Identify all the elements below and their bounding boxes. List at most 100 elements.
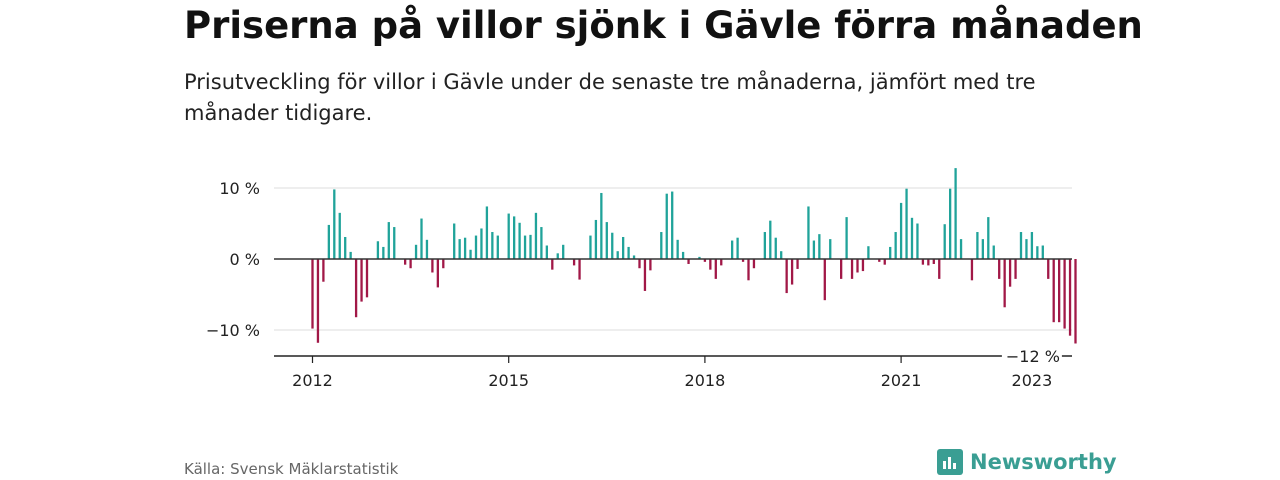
bar-positive (698, 256, 701, 259)
newsworthy-logo-icon (937, 449, 963, 475)
annotation-background (1001, 348, 1062, 364)
bar-negative (714, 259, 717, 279)
bar-positive (376, 241, 380, 259)
bar-negative (404, 259, 407, 265)
bar-negative (643, 259, 647, 291)
bar-positive (954, 168, 957, 259)
bar-positive (899, 202, 903, 259)
bar-negative (1014, 259, 1017, 279)
bar-positive (992, 245, 995, 259)
bar-negative (861, 259, 865, 272)
bar-negative (856, 259, 859, 273)
bar-negative (1074, 259, 1077, 344)
bar-positive (905, 188, 908, 259)
bar-positive (916, 223, 919, 259)
bar-negative (354, 259, 358, 318)
bar-negative (850, 259, 854, 279)
bar-positive (600, 192, 603, 259)
bar-positive (534, 212, 538, 259)
bar-positive (349, 251, 352, 259)
bar-positive (949, 188, 952, 259)
bar-positive (807, 206, 810, 259)
bar-negative (932, 259, 935, 264)
bar-positive (665, 193, 668, 259)
y-tick-label: 10 % (219, 179, 260, 198)
bar-positive (589, 235, 592, 259)
bar-positive (616, 251, 619, 259)
bar-positive (529, 234, 532, 259)
y-tick-label: 0 % (230, 250, 260, 269)
bar-positive (671, 191, 674, 259)
bar-positive (780, 251, 783, 259)
newsworthy-logo: Newsworthy (937, 449, 1117, 475)
bar-positive (763, 232, 766, 259)
bar-negative (785, 259, 788, 294)
bar-positive (605, 222, 608, 259)
bar-positive (513, 216, 516, 259)
bar-positive (987, 217, 990, 259)
bar-positive (496, 235, 499, 259)
bar-negative (431, 259, 434, 273)
bar-positive (1019, 232, 1023, 259)
bar-negative (1047, 259, 1050, 279)
bar-negative (921, 259, 925, 265)
bar-negative (998, 259, 1001, 279)
bar-positive (769, 220, 772, 259)
bar-positive (562, 244, 565, 259)
bar-positive (943, 224, 946, 259)
bar-negative (709, 259, 712, 270)
bar-negative (1003, 259, 1006, 308)
bar-positive (812, 240, 816, 259)
bar-positive (556, 253, 559, 259)
bar-positive (627, 246, 630, 259)
bars (311, 168, 1077, 344)
bar-positive (681, 251, 685, 259)
bar-negative (322, 259, 325, 282)
bar-negative (1068, 259, 1072, 336)
bar-positive (611, 232, 614, 259)
bar-positive (463, 237, 467, 259)
bar-negative (551, 259, 554, 270)
bar-positive (387, 222, 390, 259)
bar-negative (747, 259, 750, 281)
y-tick-label: −10 % (206, 321, 260, 340)
bar-positive (453, 223, 456, 259)
x-tick-label: 2012 (292, 371, 333, 390)
bar-positive (518, 222, 521, 259)
bar-positive (981, 239, 984, 259)
bar-positive (414, 244, 418, 259)
bar-negative (436, 259, 439, 288)
source-note: Källa: Svensk Mäklarstatistik (184, 460, 399, 478)
bar-negative (790, 259, 794, 285)
bar-positive (660, 232, 663, 259)
bar-positive (338, 212, 341, 259)
bar-negative (638, 259, 641, 269)
bar-positive (894, 232, 897, 259)
bar-positive (622, 236, 625, 259)
x-tick-label: 2018 (685, 371, 726, 390)
bar-chart: 10 % 0 % −10 % 2012 2015 2018 2021 2023 −12 % (206, 168, 1077, 390)
bar-positive (594, 219, 598, 259)
bar-positive (523, 235, 527, 259)
bar-positive (1036, 246, 1039, 259)
bar-positive (545, 245, 548, 259)
bar-positive (867, 246, 870, 259)
bar-positive (731, 240, 734, 259)
chart-subtitle: Prisutveckling för villor i Gävle under … (184, 70, 1036, 125)
bar-positive (393, 227, 396, 259)
bar-positive (469, 249, 472, 259)
bar-negative (927, 259, 930, 266)
bar-negative (878, 259, 881, 262)
bar-positive (959, 239, 963, 259)
bar-positive (333, 189, 336, 259)
bar-negative (752, 259, 756, 269)
bar-negative (796, 259, 799, 269)
bar-positive (845, 217, 848, 259)
bar-positive (1030, 232, 1034, 259)
brand-name: Newsworthy (970, 450, 1117, 474)
bar-positive (976, 232, 979, 259)
bar-positive (676, 239, 679, 259)
bar-positive (889, 246, 892, 259)
bar-negative (1058, 259, 1061, 323)
bar-negative (970, 259, 974, 281)
